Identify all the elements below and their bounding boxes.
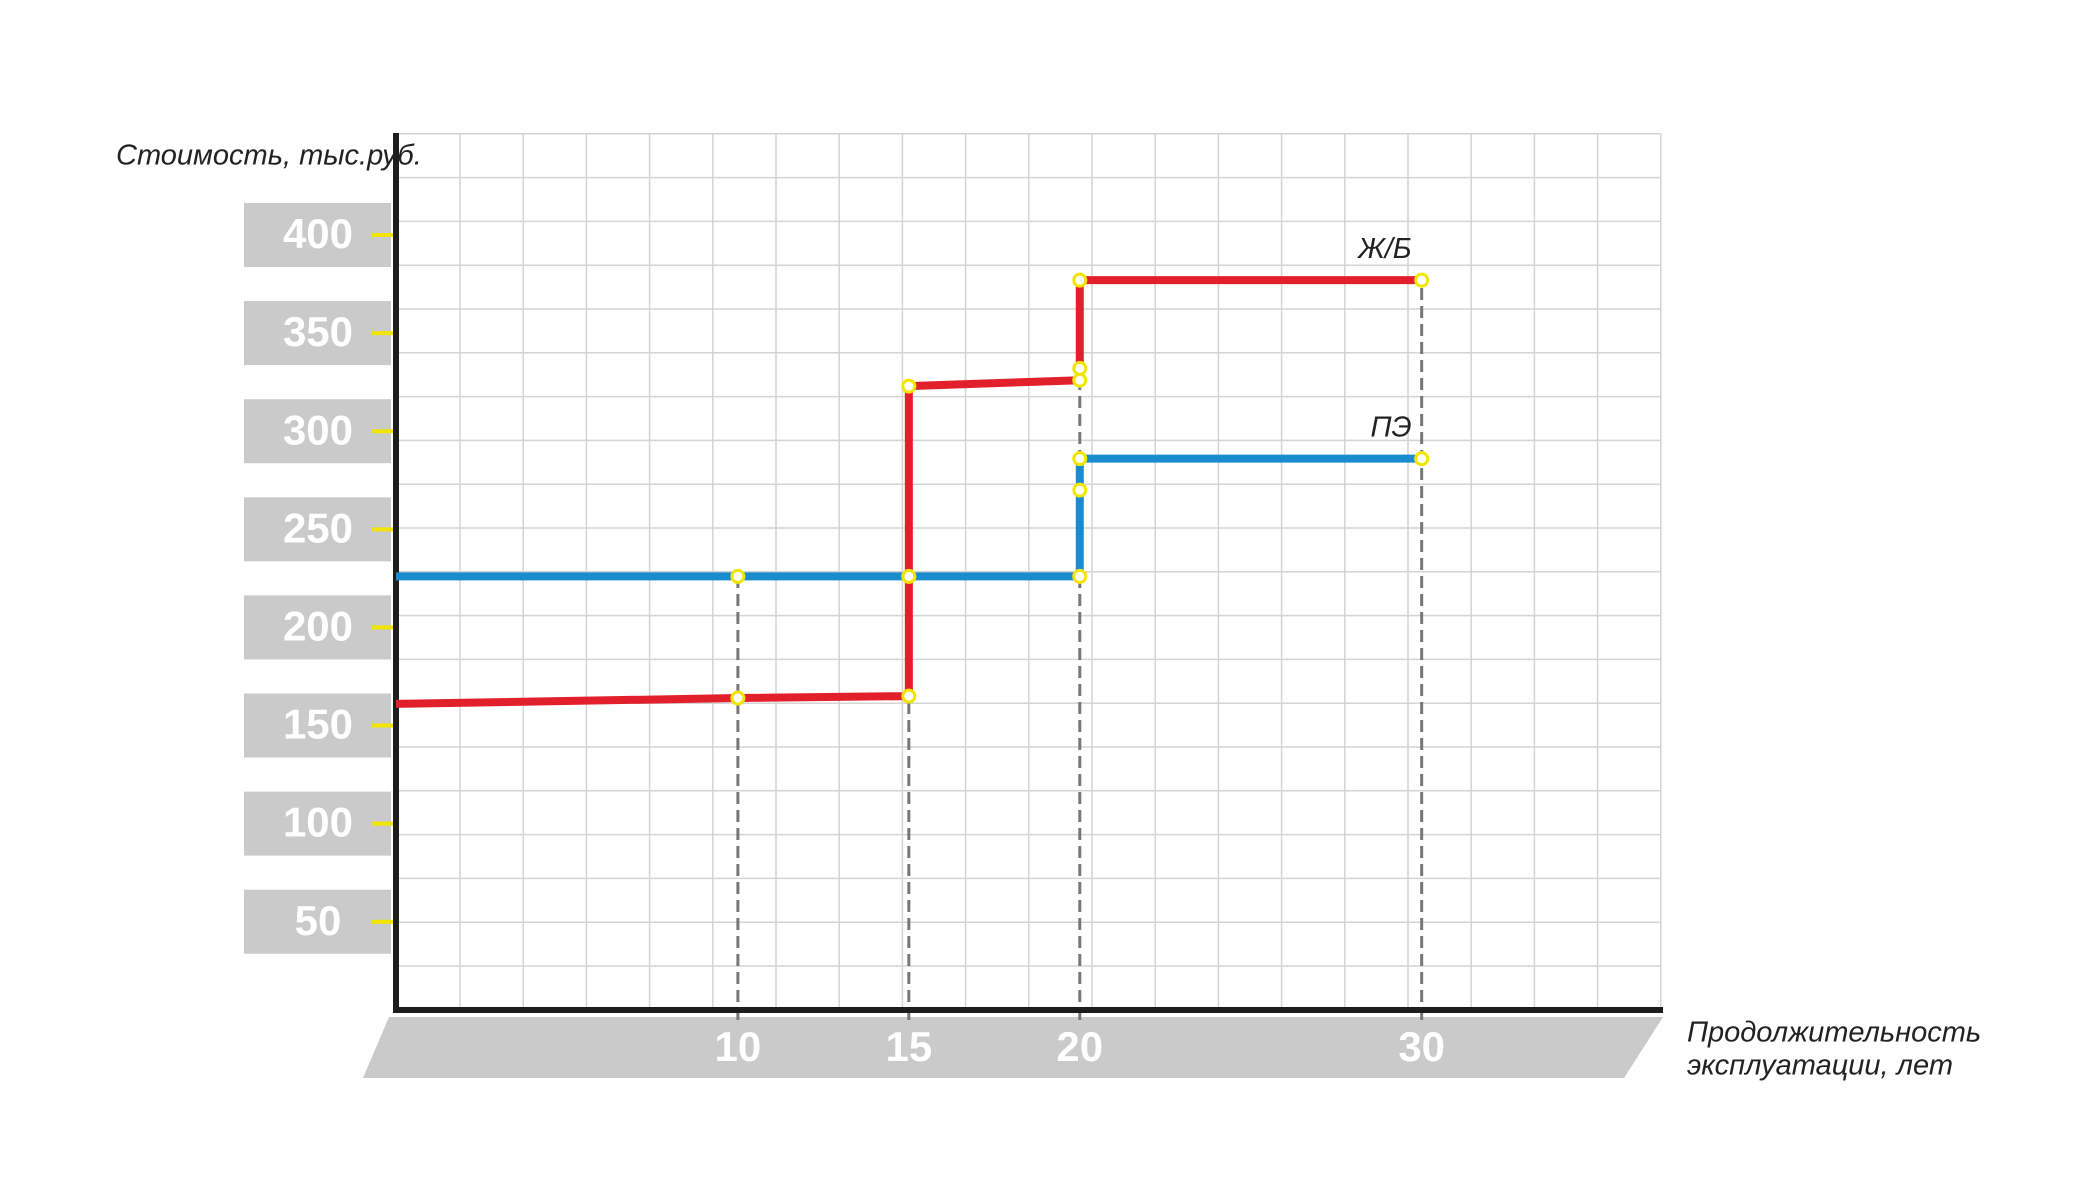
point-marker [1072,360,1088,376]
y-tick-label: 250 [283,504,353,551]
y-tick-box [244,791,391,856]
x-tick-label: 20 [1056,1023,1103,1070]
point-marker [1072,482,1088,498]
x-tick-label: 15 [885,1023,932,1070]
y-tick-box [244,497,391,562]
point-marker [1414,451,1430,467]
y-tick-label: 300 [283,406,353,453]
x-tick-label: 30 [1398,1023,1445,1070]
y-tick-box [244,889,391,954]
y-tick-label: 350 [283,308,353,355]
x-axis-band [363,1017,1663,1078]
point-marker [1072,451,1088,467]
y-tick-label: 150 [283,701,353,748]
y-tick-label: 50 [295,897,342,944]
point-marker [901,378,917,394]
y-tick-box [244,693,391,758]
y-tick-box [244,203,391,268]
series-line [395,276,1422,708]
y-tick-label: 400 [283,210,353,257]
point-marker [1072,568,1088,584]
x-axis-label: Продолжительность [1687,1017,1981,1049]
y-axis-label: Стоимость, тыс.руб. [116,140,422,172]
series-label: ПЭ [1371,411,1412,443]
y-tick-box [244,399,391,464]
point-marker [730,690,746,706]
point-marker [901,568,917,584]
x-tick-label: 10 [715,1023,762,1070]
y-tick-label: 200 [283,603,353,650]
y-tick-box [244,595,391,660]
point-marker [1072,272,1088,288]
point-marker [1072,372,1088,388]
point-marker [901,688,917,704]
y-tick-box [244,301,391,366]
y-tick-label: 100 [283,799,353,846]
point-marker [730,568,746,584]
point-marker [1414,272,1430,288]
series-label: Ж/Б [1356,233,1412,265]
x-axis-label: эксплуатации, лет [1687,1050,1953,1082]
